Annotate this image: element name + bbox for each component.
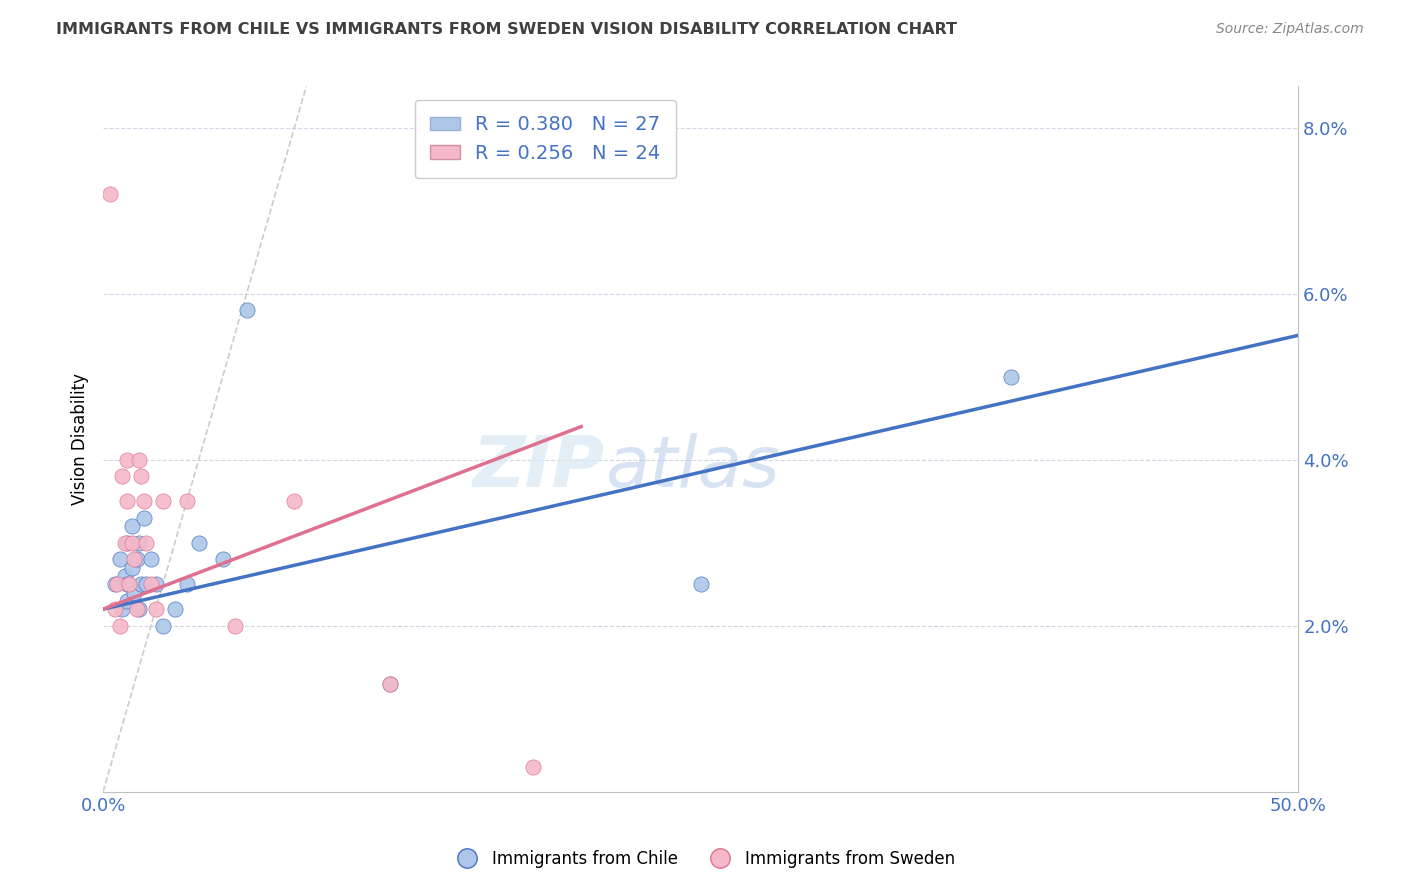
Point (145, 602, 167, 616)
Point (121, 519, 143, 533)
Point (125, 602, 148, 616)
Point (104, 577, 127, 591)
Point (132, 511, 155, 525)
Point (115, 494, 138, 508)
Point (132, 494, 155, 508)
Point (152, 494, 174, 508)
Text: ZIP: ZIP (472, 433, 605, 501)
Point (115, 594, 138, 608)
Point (176, 577, 198, 591)
Point (1000, 369, 1022, 384)
Point (224, 618, 246, 632)
Point (128, 535, 150, 549)
Point (114, 569, 136, 583)
Point (128, 602, 150, 616)
Legend: R = 0.380   N = 27, R = 0.256   N = 24: R = 0.380 N = 27, R = 0.256 N = 24 (415, 100, 676, 178)
Point (122, 585, 145, 599)
Point (689, 577, 711, 591)
Point (378, 677, 401, 691)
Point (152, 618, 174, 632)
Point (125, 552, 148, 566)
Text: IMMIGRANTS FROM CHILE VS IMMIGRANTS FROM SWEDEN VISION DISABILITY CORRELATION CH: IMMIGRANTS FROM CHILE VS IMMIGRANTS FROM… (56, 22, 957, 37)
Point (118, 577, 141, 591)
Point (104, 602, 127, 616)
Point (122, 552, 145, 566)
Point (135, 577, 157, 591)
Point (139, 552, 162, 566)
Point (128, 452, 150, 467)
Point (114, 535, 136, 549)
Point (187, 535, 209, 549)
Legend: Immigrants from Chile, Immigrants from Sweden: Immigrants from Chile, Immigrants from S… (444, 844, 962, 875)
Point (522, 760, 544, 774)
Point (108, 552, 131, 566)
Point (135, 535, 157, 549)
Point (235, 303, 257, 318)
Point (131, 577, 153, 591)
Point (108, 618, 131, 632)
Point (131, 469, 153, 483)
Text: atlas: atlas (605, 433, 780, 501)
Point (283, 494, 305, 508)
Point (115, 452, 138, 467)
Point (139, 577, 162, 591)
Point (111, 602, 134, 616)
Point (121, 560, 143, 574)
Point (107, 577, 129, 591)
Point (163, 602, 186, 616)
Y-axis label: Vision Disability: Vision Disability (72, 373, 89, 505)
Point (145, 577, 167, 591)
Point (211, 552, 233, 566)
Text: Source: ZipAtlas.com: Source: ZipAtlas.com (1216, 22, 1364, 37)
Point (115, 577, 138, 591)
Point (121, 535, 143, 549)
Point (176, 494, 198, 508)
Point (111, 469, 134, 483)
Point (378, 677, 401, 691)
Point (115, 535, 138, 549)
Point (98, 187, 121, 202)
